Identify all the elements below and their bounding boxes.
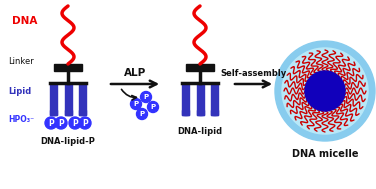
Bar xyxy=(54,64,82,71)
Circle shape xyxy=(141,91,152,102)
Bar xyxy=(81,83,86,115)
Text: P: P xyxy=(82,119,88,128)
Bar xyxy=(50,83,55,115)
Text: DNA: DNA xyxy=(12,16,37,26)
Bar xyxy=(50,110,57,115)
Circle shape xyxy=(147,101,159,112)
Bar xyxy=(211,83,216,115)
Bar xyxy=(186,64,214,71)
Bar xyxy=(79,110,86,115)
Bar xyxy=(67,83,71,115)
Circle shape xyxy=(282,48,368,134)
Text: DNA micelle: DNA micelle xyxy=(292,149,358,159)
Circle shape xyxy=(45,117,57,129)
Bar xyxy=(182,110,189,115)
Bar xyxy=(79,83,84,115)
Circle shape xyxy=(130,98,141,109)
Bar xyxy=(52,83,57,115)
Text: P: P xyxy=(133,101,139,107)
Text: P: P xyxy=(150,104,156,110)
Text: ALP: ALP xyxy=(124,68,146,78)
Text: P: P xyxy=(72,119,78,128)
Text: DNA-lipid: DNA-lipid xyxy=(177,128,223,136)
Text: P: P xyxy=(48,119,54,128)
Bar xyxy=(182,83,187,115)
Bar xyxy=(65,83,70,115)
Circle shape xyxy=(55,117,67,129)
Circle shape xyxy=(69,117,81,129)
Circle shape xyxy=(136,108,147,119)
Bar xyxy=(213,83,218,115)
Circle shape xyxy=(275,41,375,141)
Bar xyxy=(65,110,71,115)
Circle shape xyxy=(79,117,91,129)
Text: DNA-lipid-P: DNA-lipid-P xyxy=(41,136,96,146)
Bar xyxy=(211,110,218,115)
Bar xyxy=(197,110,203,115)
Text: Self-assembly: Self-assembly xyxy=(220,69,287,78)
Bar xyxy=(184,83,189,115)
Text: P: P xyxy=(143,94,149,100)
Bar xyxy=(199,83,203,115)
Text: P: P xyxy=(139,111,144,117)
Circle shape xyxy=(305,71,345,111)
Bar xyxy=(197,83,202,115)
Text: Lipid: Lipid xyxy=(8,88,31,97)
Text: Linker: Linker xyxy=(8,57,34,66)
Text: P: P xyxy=(58,119,64,128)
Text: HPO₃⁻: HPO₃⁻ xyxy=(8,115,34,123)
